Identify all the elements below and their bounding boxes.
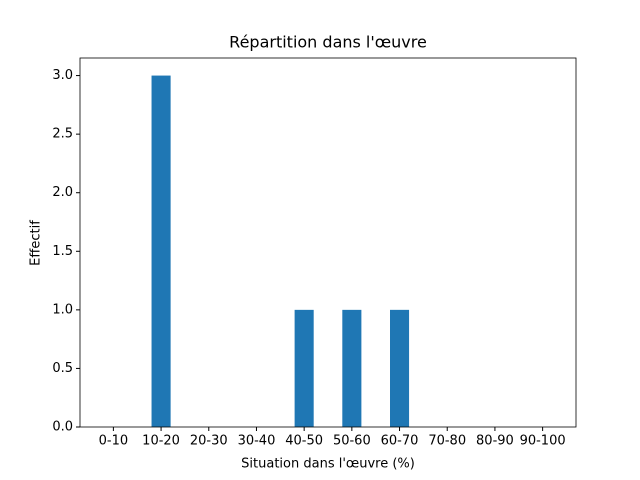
- bar: [294, 309, 314, 427]
- y-tick-label: 1.0: [52, 302, 73, 317]
- x-tick-label: 20-30: [190, 434, 228, 449]
- x-axis-label: Situation dans l'œuvre (%): [241, 457, 415, 472]
- y-tick-label: 1.5: [52, 244, 73, 259]
- y-tick-label: 0.0: [52, 420, 73, 435]
- y-tick-label: 2.0: [52, 185, 73, 200]
- x-tick-label: 50-60: [333, 434, 371, 449]
- x-tick-label: 60-70: [381, 434, 419, 449]
- x-tick-label: 70-80: [428, 434, 466, 449]
- y-tick-label: 2.5: [52, 127, 73, 142]
- x-tick-label: 80-90: [476, 434, 514, 449]
- y-tick-label: 3.0: [52, 68, 73, 83]
- bar: [151, 75, 171, 428]
- y-axis-label: Effectif: [29, 220, 44, 266]
- bar: [390, 309, 410, 427]
- x-tick-label: 0-10: [99, 434, 129, 449]
- x-tick-label: 40-50: [285, 434, 323, 449]
- x-tick-label: 30-40: [238, 434, 276, 449]
- plot-frame: [79, 57, 577, 428]
- chart-title: Répartition dans l'œuvre: [229, 33, 427, 52]
- x-tick-label: 10-20: [142, 434, 180, 449]
- x-tick-label: 90-100: [520, 434, 566, 449]
- bar: [342, 309, 362, 427]
- y-tick-label: 0.5: [52, 361, 73, 376]
